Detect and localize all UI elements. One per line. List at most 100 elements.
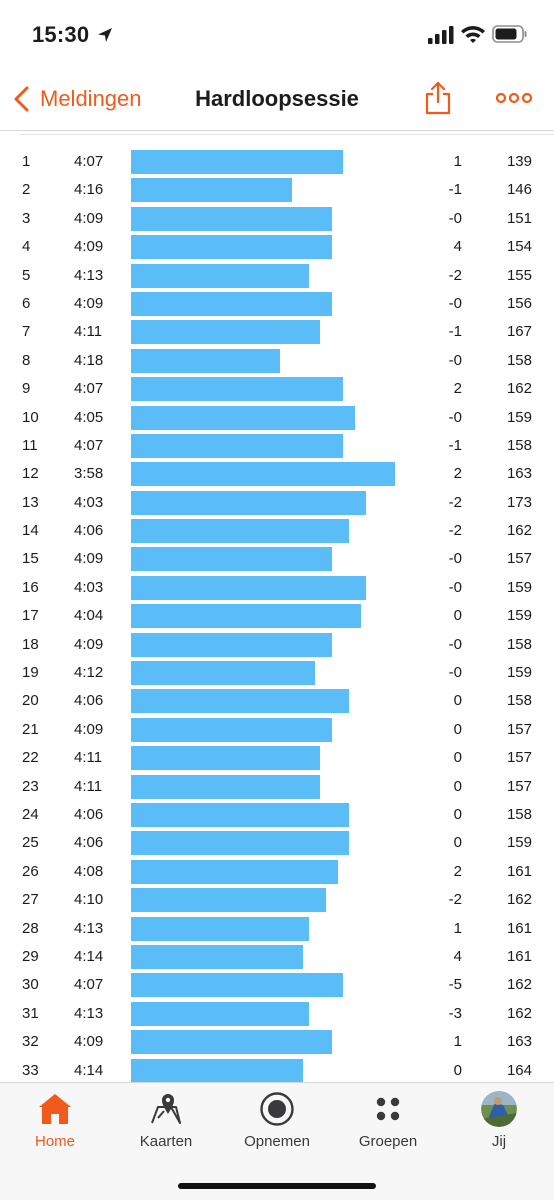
more-options-icon[interactable] (496, 90, 532, 106)
split-row: 5 4:13 -2 155 (0, 262, 554, 290)
split-pace: 4:09 (74, 635, 104, 653)
split-km: 13 (22, 493, 39, 511)
split-row: 24 4:06 0 158 (0, 801, 554, 829)
split-elevation: -0 (448, 664, 462, 682)
split-km: 19 (22, 664, 39, 682)
split-heart-rate: 164 (506, 1061, 532, 1079)
split-pace-bar (131, 575, 367, 600)
split-row: 2 4:16 -1 146 (0, 176, 554, 204)
nav-divider (0, 130, 554, 131)
split-heart-rate: 159 (506, 578, 532, 596)
split-km: 17 (22, 607, 39, 625)
split-heart-rate: 163 (506, 1033, 532, 1051)
split-heart-rate: 161 (506, 919, 532, 937)
split-km: 28 (22, 919, 39, 937)
split-km: 15 (22, 550, 39, 568)
split-elevation: 0 (453, 720, 462, 738)
split-pace: 4:14 (74, 1061, 104, 1079)
split-pace: 4:09 (74, 294, 104, 312)
split-elevation: -0 (448, 550, 462, 568)
split-pace-bar (131, 263, 309, 288)
split-row: 17 4:04 0 159 (0, 602, 554, 630)
split-km: 29 (22, 947, 39, 965)
back-label: Meldingen (40, 86, 142, 111)
split-elevation: -2 (448, 522, 462, 540)
split-elevation: -5 (448, 976, 462, 994)
split-heart-rate: 146 (506, 181, 532, 199)
split-pace-bar (131, 746, 321, 771)
split-pace-bar (131, 802, 349, 827)
tab-groups[interactable]: Groepen (333, 1083, 443, 1163)
split-row: 3 4:09 -0 151 (0, 205, 554, 233)
split-heart-rate: 162 (506, 891, 532, 909)
split-elevation: 2 (453, 862, 462, 880)
split-pace: 4:03 (74, 578, 104, 596)
tab-label: Opnemen (244, 1133, 310, 1150)
split-elevation: 1 (453, 1033, 462, 1051)
split-elevation: -2 (448, 891, 462, 909)
split-row: 22 4:11 0 157 (0, 744, 554, 772)
split-row: 8 4:18 -0 158 (0, 347, 554, 375)
home-indicator (178, 1183, 376, 1189)
tab-home[interactable]: Home (0, 1083, 110, 1163)
split-elevation: -1 (448, 323, 462, 341)
split-elevation: 4 (453, 947, 462, 965)
tab-profile[interactable]: Jij (444, 1083, 554, 1163)
tab-maps[interactable]: Kaarten (111, 1083, 221, 1163)
split-heart-rate: 156 (506, 294, 532, 312)
split-pace: 4:07 (74, 153, 104, 170)
groups-icon (376, 1097, 400, 1121)
share-icon[interactable] (424, 80, 452, 116)
split-elevation: 0 (453, 749, 462, 767)
split-pace: 4:16 (74, 181, 104, 199)
split-heart-rate: 161 (506, 947, 532, 965)
split-pace-bar (131, 547, 332, 572)
split-heart-rate: 162 (506, 522, 532, 540)
split-elevation: -0 (448, 635, 462, 653)
split-pace-bar (131, 519, 349, 544)
split-pace: 4:09 (74, 1033, 104, 1051)
tab-record[interactable]: Opnemen (222, 1083, 332, 1163)
split-elevation: 0 (453, 692, 462, 710)
split-pace-bar (131, 859, 338, 884)
back-button[interactable]: Meldingen (12, 82, 142, 116)
split-pace-bar (131, 632, 332, 657)
split-km: 10 (22, 408, 39, 426)
split-pace: 4:11 (74, 777, 103, 795)
split-row: 1 4:07 1 139 (0, 148, 554, 176)
cellular-signal-icon (428, 26, 454, 44)
split-pace: 4:08 (74, 862, 104, 880)
split-km: 14 (22, 522, 39, 540)
split-km: 22 (22, 749, 39, 767)
split-km: 24 (22, 805, 39, 823)
split-pace-bar (131, 1058, 303, 1082)
split-elevation: -0 (448, 578, 462, 596)
split-km: 9 (22, 380, 31, 398)
split-pace-bar (131, 661, 315, 686)
split-pace-bar (131, 320, 321, 345)
split-heart-rate: 157 (506, 550, 532, 568)
split-km: 27 (22, 891, 39, 909)
split-pace: 4:04 (74, 607, 104, 625)
split-km: 21 (22, 720, 39, 738)
split-pace: 4:05 (74, 408, 104, 426)
split-km: 5 (22, 266, 31, 284)
location-arrow-icon (98, 28, 112, 42)
split-heart-rate: 158 (506, 436, 532, 454)
split-pace: 4:07 (74, 436, 104, 454)
split-pace-bar (131, 377, 344, 402)
split-pace: 4:09 (74, 238, 104, 256)
split-km: 3 (22, 209, 31, 227)
split-pace-bar (131, 944, 303, 969)
split-km: 2 (22, 181, 31, 199)
split-row: 12 3:58 2 163 (0, 460, 554, 488)
split-row: 30 4:07 -5 162 (0, 971, 554, 999)
split-row: 23 4:11 0 157 (0, 773, 554, 801)
splits-table[interactable]: 1 4:07 1 139 2 4:16 -1 146 3 4:09 -0 151 4 4:09 4 154 5 4… (0, 148, 554, 1082)
split-pace: 4:07 (74, 976, 104, 994)
split-km: 12 (22, 465, 39, 483)
split-row: 27 4:10 -2 162 (0, 886, 554, 914)
split-km: 33 (22, 1061, 39, 1079)
split-pace-bar (131, 348, 280, 373)
split-pace: 4:06 (74, 692, 104, 710)
